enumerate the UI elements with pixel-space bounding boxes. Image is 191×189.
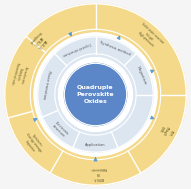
Text: Solid-state reaction
Sol-gel
High-pressure: Solid-state reaction Sol-gel High-pressu…: [134, 22, 164, 52]
Text: EDRILS
GR
Multiferroic: EDRILS GR Multiferroic: [90, 167, 107, 180]
Text: Ferroelectric
Catalysis
Theoretical calc.: Ferroelectric Catalysis Theoretical calc…: [10, 60, 29, 88]
Text: CMR
CMagS
GMR: CMR CMagS GMR: [158, 123, 174, 138]
Text: Application: Application: [85, 143, 106, 147]
Text: Electronic
structure: Electronic structure: [51, 121, 70, 139]
Text: Magnetism: Magnetism: [136, 65, 147, 85]
Text: Synthesis method: Synthesis method: [99, 40, 131, 56]
Circle shape: [64, 63, 127, 126]
Circle shape: [38, 37, 153, 152]
Circle shape: [34, 33, 157, 156]
Circle shape: [5, 4, 186, 185]
Text: AA₂B₂O₆
AA'B₂O₆
Hexagonal: AA₂B₂O₆ AA'B₂O₆ Hexagonal: [28, 30, 48, 51]
Text: Quadruple
Perovskite
Oxides: Quadruple Perovskite Oxides: [77, 85, 114, 104]
Text: Phase transition: Phase transition: [42, 70, 51, 100]
Text: Crystal structure: Crystal structure: [62, 41, 91, 56]
Circle shape: [59, 58, 132, 131]
Text: Spintronic
Energy storage
Capacitor: Spintronic Energy storage Capacitor: [21, 130, 46, 156]
